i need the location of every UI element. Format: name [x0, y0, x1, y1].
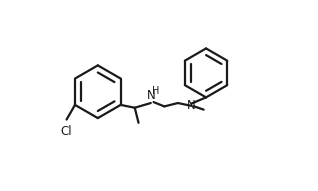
- Text: N: N: [146, 89, 155, 102]
- Text: Cl: Cl: [61, 125, 73, 138]
- Text: N: N: [187, 99, 196, 112]
- Text: H: H: [152, 86, 159, 96]
